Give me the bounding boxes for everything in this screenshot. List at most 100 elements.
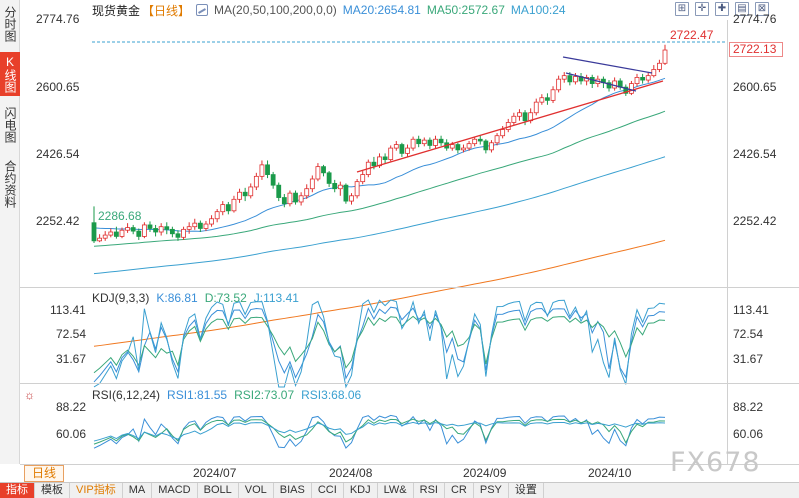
candle-body: [237, 191, 242, 200]
rsi-axis-label: 60.06: [733, 427, 764, 441]
candle-body: [326, 172, 332, 184]
candle-body: [231, 198, 237, 212]
candle-body: [511, 115, 517, 123]
candle-body: [629, 83, 634, 94]
tab-contract-info[interactable]: 合约资料: [3, 160, 17, 208]
toolbar-cci-button[interactable]: CCI: [312, 483, 344, 498]
candle-body: [612, 80, 618, 89]
kdj-panel-separator: [20, 287, 799, 288]
chart-toolbar: ⊞ ✛ ✚ ▤ ⊠: [675, 2, 775, 16]
symbol-name: 现货黄金: [92, 3, 141, 18]
toolbar-ma-button[interactable]: MA: [123, 483, 153, 498]
kdj-indicator-lines: [93, 299, 666, 389]
candle-body: [640, 77, 646, 81]
candle-body: [102, 234, 108, 239]
layout-grid-button[interactable]: ⊞: [675, 2, 689, 16]
toolbar-boll-button[interactable]: BOLL: [198, 483, 239, 498]
high-price-label: 2722.47: [670, 28, 714, 42]
channel-top-line[interactable]: [562, 56, 653, 74]
rsi-title[interactable]: RSI(6,12,24): [92, 388, 161, 402]
close-indicator-button[interactable]: ⊠: [755, 2, 769, 16]
kdj-axis-label: 31.67: [733, 352, 764, 366]
candle-body: [483, 140, 489, 151]
candle-body: [130, 227, 136, 232]
rsi-axis-label: 88.22: [56, 400, 87, 414]
rsi-panel-separator: [20, 383, 799, 384]
candle-body: [281, 197, 287, 205]
zoom-out-button[interactable]: ▤: [735, 2, 749, 16]
candle-body: [298, 195, 304, 203]
ma-params: MA(20,50,100,200,0,0): [214, 3, 337, 17]
candle-body: [343, 184, 349, 202]
candle-body: [360, 174, 366, 183]
candle-body: [141, 224, 147, 237]
ma100-value: MA100:24: [510, 3, 566, 17]
candle-body: [427, 139, 433, 146]
fx678-watermark: FX678: [670, 447, 761, 478]
zoom-in-button[interactable]: ✚: [715, 2, 729, 16]
toolbar-indicators-button[interactable]: 指标: [0, 483, 35, 498]
indicator-settings-icon[interactable]: [196, 4, 209, 16]
candle-body: [410, 138, 416, 149]
drawing-overlays: [92, 41, 727, 173]
candle-body: [181, 228, 186, 238]
crosshair-button[interactable]: ✛: [695, 2, 709, 16]
right-axis-label: 2774.76: [733, 12, 777, 26]
toolbar-rsi-button[interactable]: RSI: [414, 483, 445, 498]
kdj-k-line: [93, 306, 666, 383]
rsi2-value: RSI2:73.07: [234, 388, 295, 402]
toolbar-lwr-button[interactable]: LW&: [378, 483, 414, 498]
kdj-j-line: [93, 299, 666, 389]
candle-body: [606, 82, 612, 89]
date-label: 2024/10: [588, 466, 632, 480]
tab-flash-chart[interactable]: 闪电图: [3, 107, 17, 143]
sun-settings-icon[interactable]: ☼: [24, 388, 35, 402]
candle-body: [97, 237, 102, 242]
candle-body: [136, 230, 142, 237]
period-label[interactable]: 【日线】: [142, 3, 191, 18]
candle-body: [405, 147, 410, 154]
kdj-axis-label: 72.54: [733, 327, 764, 341]
toolbar-template-button[interactable]: 模板: [35, 483, 70, 498]
kdj-axis-label: 72.54: [56, 327, 87, 341]
candle-body: [119, 229, 125, 237]
toolbar-bias-button[interactable]: BIAS: [274, 483, 312, 498]
candle-body: [276, 184, 282, 198]
kdj-axis-label: 113.41: [50, 303, 86, 317]
candle-body: [623, 86, 629, 94]
candle-body: [466, 143, 472, 149]
date-label: 2024/08: [329, 466, 373, 480]
candle-body: [651, 69, 657, 77]
rsi-axis-label: 88.22: [733, 400, 764, 414]
candle-body: [354, 181, 360, 197]
trendline-support[interactable]: [356, 80, 664, 173]
candle-body: [214, 211, 220, 220]
toolbar-psy-button[interactable]: PSY: [474, 483, 509, 498]
toolbar-vip-button[interactable]: VIP指标: [70, 483, 123, 498]
toolbar-macd-button[interactable]: MACD: [152, 483, 198, 498]
candle-body: [125, 227, 130, 231]
period-selector-tab[interactable]: 日线: [24, 465, 64, 482]
rsi1-value: RSI1:81.55: [167, 388, 228, 402]
candle-body: [158, 226, 164, 233]
date-axis-separator: [20, 464, 799, 465]
toolbar-cr-button[interactable]: CR: [445, 483, 474, 498]
tab-kline-chart[interactable]: K线图: [0, 52, 20, 96]
candle-body: [567, 75, 573, 83]
channel-bottom-line[interactable]: [565, 72, 637, 92]
candle-body: [556, 78, 562, 91]
left-axis-label: 2426.54: [36, 147, 80, 161]
candle-body: [225, 204, 231, 212]
candle-body: [388, 147, 394, 160]
candle-body: [382, 156, 388, 160]
moving-average-lines: [93, 77, 666, 347]
toolbar-settings-button[interactable]: 设置: [509, 483, 544, 498]
toolbar-vol-button[interactable]: VOL: [239, 483, 274, 498]
tab-time-chart[interactable]: 分时图: [3, 6, 17, 42]
kdj-title[interactable]: KDJ(9,3,3): [92, 291, 150, 305]
candle-body: [449, 144, 455, 149]
candle-body: [421, 139, 427, 145]
toolbar-kdj-button[interactable]: KDJ: [344, 483, 378, 498]
candle-body: [265, 164, 270, 175]
